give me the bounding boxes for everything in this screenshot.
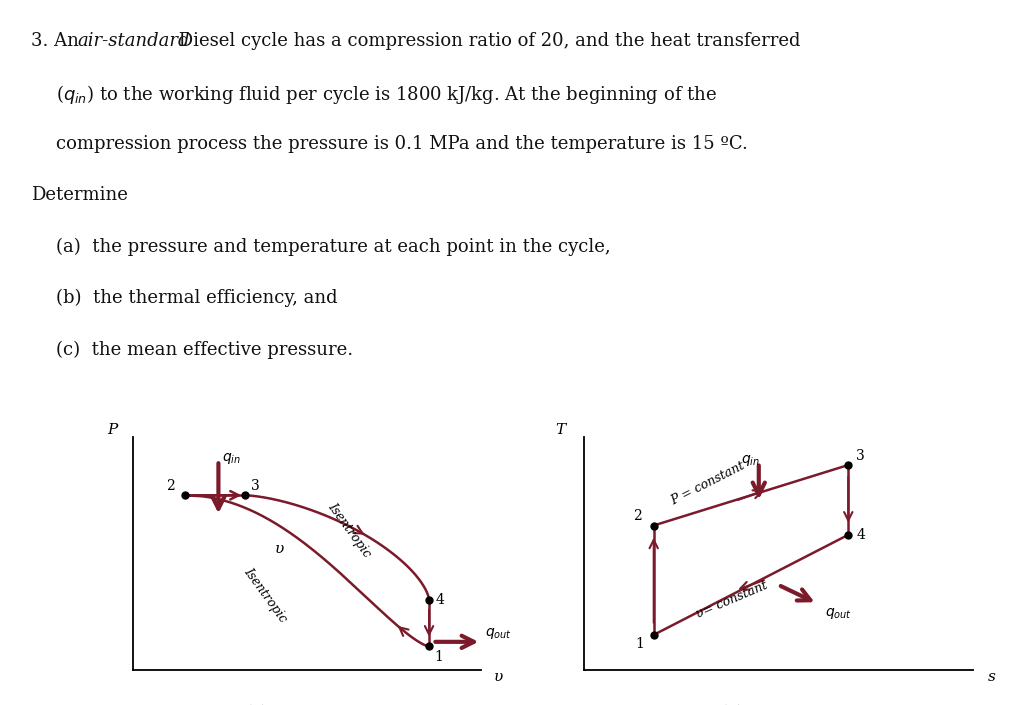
Text: s: s — [988, 670, 996, 684]
Text: $q_{in}$: $q_{in}$ — [741, 453, 761, 468]
Text: (b)  the thermal efficiency, and: (b) the thermal efficiency, and — [56, 289, 338, 307]
Text: 4: 4 — [436, 593, 444, 607]
Text: υ: υ — [494, 670, 504, 684]
Text: Isentropic: Isentropic — [242, 565, 290, 625]
Text: (a)  the pressure and temperature at each point in the cycle,: (a) the pressure and temperature at each… — [56, 238, 611, 256]
Text: compression process the pressure is 0.1 MPa and the temperature is 15 ºC.: compression process the pressure is 0.1 … — [56, 135, 749, 153]
Text: 3. An: 3. An — [31, 32, 84, 50]
Text: 1: 1 — [635, 637, 644, 651]
Text: P = constant: P = constant — [669, 460, 748, 508]
Text: 2: 2 — [166, 479, 175, 493]
Text: 4: 4 — [856, 528, 865, 542]
Text: 1: 1 — [434, 650, 443, 664]
Text: ($q_{in}$) to the working fluid per cycle is 1800 kJ/kg. At the beginning of the: ($q_{in}$) to the working fluid per cycl… — [56, 83, 717, 106]
Text: Determine: Determine — [31, 186, 128, 204]
Text: (c)  the mean effective pressure.: (c) the mean effective pressure. — [56, 341, 353, 359]
Text: $q_{in}$: $q_{in}$ — [222, 451, 241, 466]
Text: air-standard: air-standard — [78, 32, 190, 50]
Text: Diesel cycle has a compression ratio of 20, and the heat transferred: Diesel cycle has a compression ratio of … — [173, 32, 801, 50]
Text: 2: 2 — [633, 509, 642, 523]
Text: Isentropic: Isentropic — [325, 501, 373, 560]
Text: P: P — [108, 423, 118, 437]
Text: $q_{out}$: $q_{out}$ — [484, 625, 512, 641]
Text: 3: 3 — [856, 448, 865, 462]
Text: T: T — [555, 423, 565, 437]
Text: $q_{out}$: $q_{out}$ — [825, 606, 852, 621]
Text: υ= constant: υ= constant — [694, 579, 769, 621]
Text: υ: υ — [274, 541, 284, 556]
Text: 3: 3 — [252, 479, 260, 493]
